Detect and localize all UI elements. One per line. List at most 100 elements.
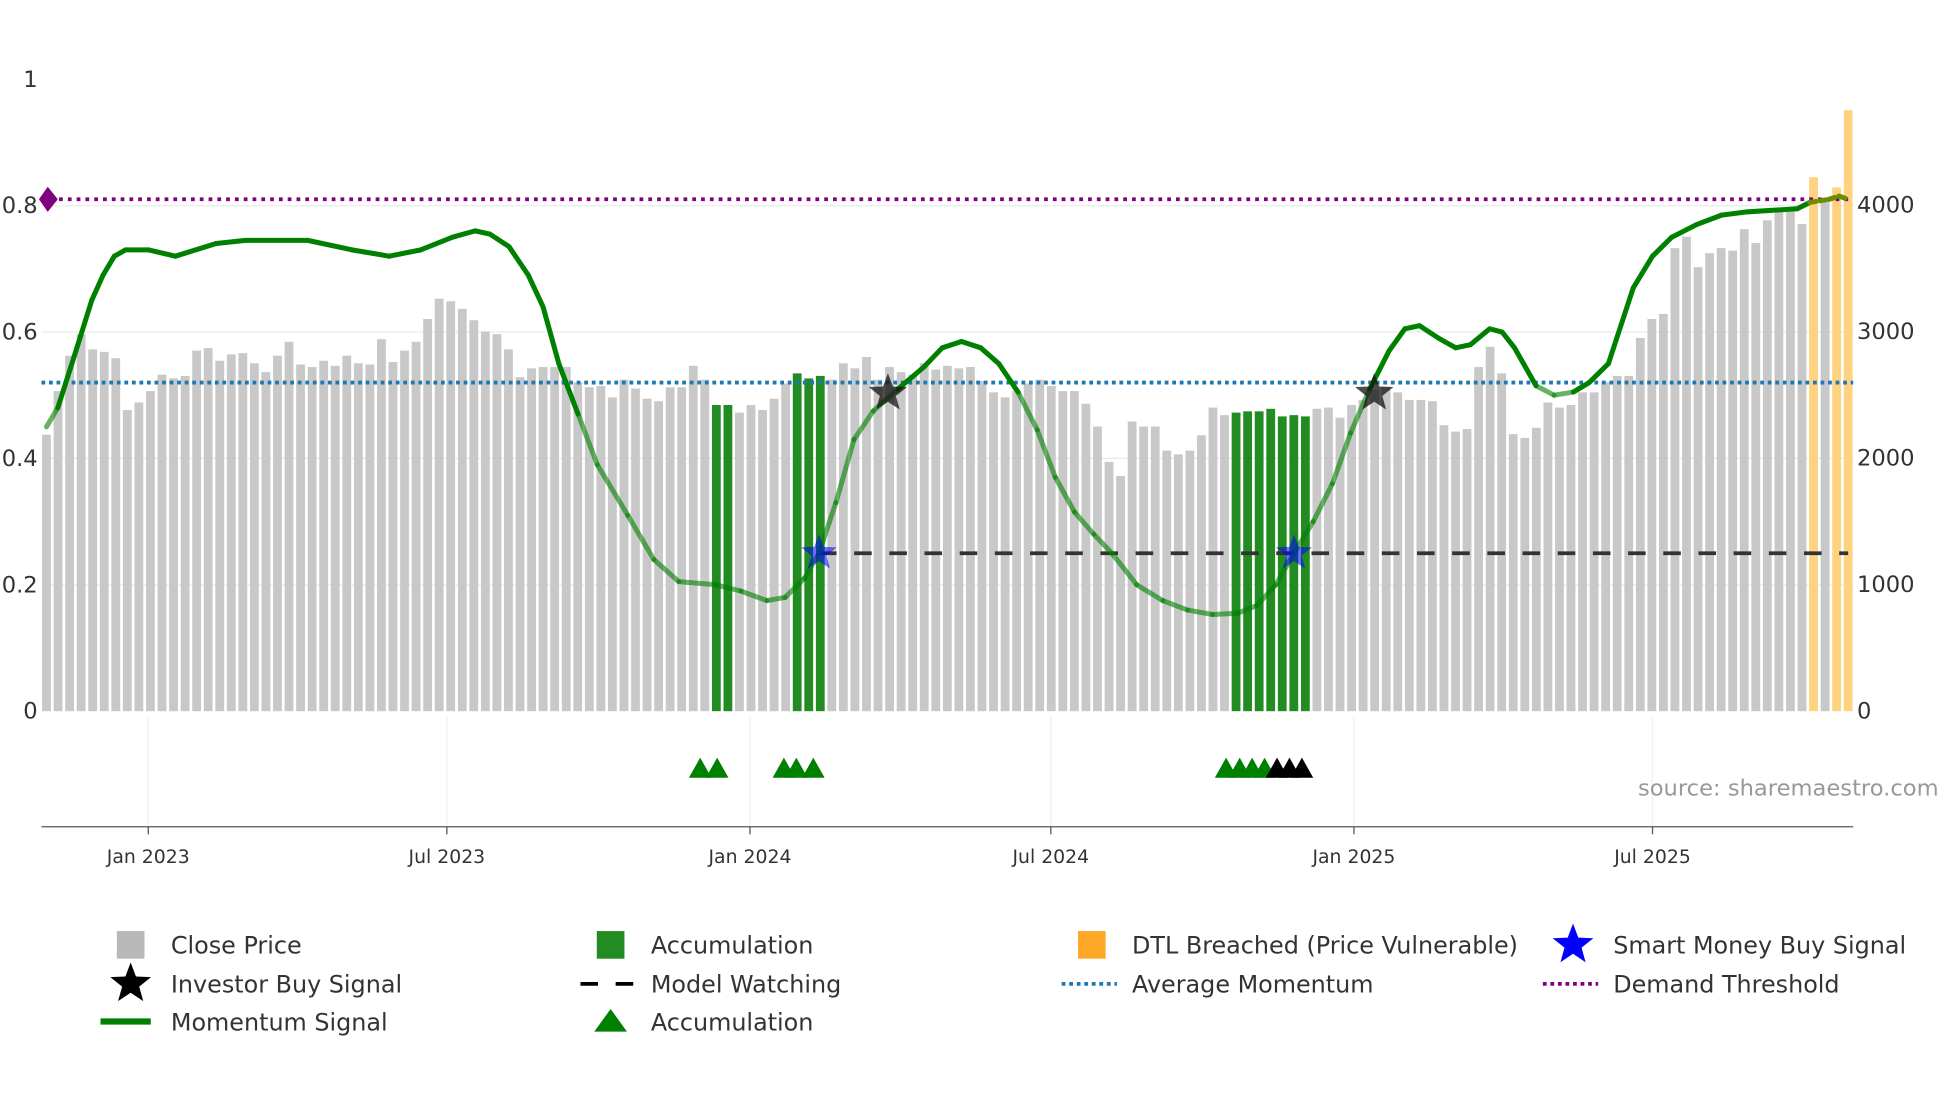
close-price-bar: [1820, 201, 1830, 712]
close-price-bar: [249, 363, 259, 712]
close-price-bar: [388, 361, 398, 712]
momentum-signal-segment: [625, 512, 657, 563]
close-price-bar: [1693, 267, 1703, 712]
close-price-bar: [342, 355, 352, 712]
smart-money-buy-star-icon: [1276, 534, 1312, 569]
momentum-signal-segment: [73, 297, 95, 354]
close-price-bar: [1081, 403, 1091, 712]
close-price-bar: [735, 412, 744, 712]
accumulation-triangle-icon: [802, 757, 825, 778]
close-price-bar: [561, 367, 571, 712]
legend-smart-money-star-icon: [1552, 923, 1594, 963]
close-price-bar: [1670, 248, 1680, 712]
accumulation-bar: [1254, 411, 1264, 712]
left-y-tick-label: 1: [23, 67, 37, 93]
momentum-signal-segment: [1586, 361, 1611, 386]
legend-label: Accumulation: [651, 932, 814, 960]
accumulation-triangle-icon: [688, 757, 712, 778]
close-price-bar: [1543, 402, 1553, 712]
x-tick-label: Jul 2025: [1613, 847, 1691, 868]
close-price-bar: [365, 364, 375, 712]
momentum-signal-segment: [676, 579, 719, 588]
close-price-bar: [1173, 454, 1183, 712]
close-price-bar: [1324, 407, 1333, 712]
investor-buy-star-icon: [1355, 373, 1394, 410]
momentum-signal-segment: [996, 361, 1021, 395]
momentum-signal-segment: [55, 348, 79, 411]
momentum-signal-segment: [782, 575, 807, 600]
accumulation-bar: [1289, 415, 1299, 712]
close-price-bar: [1762, 220, 1772, 712]
close-price-bar: [492, 334, 502, 712]
momentum-signal-segment: [1386, 326, 1408, 354]
left-y-tick-label: 0: [23, 699, 37, 725]
x-tick-label: Jan 2025: [1311, 847, 1395, 868]
legend-label: Average Momentum: [1132, 971, 1374, 999]
dtl-breached-bar: [1843, 110, 1853, 712]
accumulation-bar: [804, 378, 814, 712]
momentum-signal-segment: [145, 247, 178, 259]
close-price-bar: [1162, 450, 1172, 712]
close-price-bar: [665, 387, 675, 712]
close-price-bar: [700, 379, 710, 712]
momentum-signal-segment: [1134, 582, 1166, 604]
axes: 0 0.2 0.4 0.6 0.8 1 0 1000 2000 3000 4000 Jan 2023 J…: [2, 67, 1915, 868]
momentum-signal-segment: [213, 237, 249, 247]
close-price-bar: [1797, 224, 1807, 712]
x-tick-label: Jul 2023: [408, 847, 486, 868]
x-tick-label: Jan 2024: [708, 847, 792, 868]
momentum-signal-segment: [1694, 212, 1725, 228]
close-price-bar: [1601, 382, 1611, 712]
close-price-bar: [1658, 313, 1668, 712]
momentum-signal-segment: [487, 231, 512, 250]
momentum-signal-segment: [575, 411, 600, 468]
close-price-bar: [1474, 367, 1483, 712]
close-price-bar: [781, 383, 791, 712]
close-price-bar: [1335, 417, 1345, 712]
close-price-bar: [296, 364, 305, 712]
momentum-signal-segment: [1570, 380, 1592, 395]
close-price-bar: [1751, 243, 1761, 712]
momentum-signal-segment: [1512, 345, 1539, 389]
close-price-bar: [146, 391, 155, 712]
close-price-bar: [642, 398, 652, 712]
momentum-signal-segment: [1467, 326, 1493, 348]
close-price-bar: [42, 434, 51, 712]
close-price-bar: [758, 410, 767, 712]
close-price-bar: [1716, 248, 1726, 712]
close-price-bar: [330, 365, 340, 712]
close-price-bar: [573, 382, 583, 712]
close-price-bar: [769, 398, 779, 712]
close-price-bar: [619, 379, 629, 712]
momentum-signal-segment: [1091, 531, 1115, 556]
close-price-bar: [515, 377, 525, 712]
momentum-signal-segment: [349, 247, 392, 259]
legend-investor-star-icon: [110, 962, 152, 1002]
close-price-bar: [65, 355, 74, 712]
momentum-signal-segment: [1718, 209, 1749, 218]
accumulation-bar: [1243, 411, 1253, 712]
momentum-signal-segment: [1234, 603, 1260, 616]
legend-label: Momentum Signal: [171, 1008, 388, 1036]
close-price-bar: [688, 365, 698, 712]
momentum-signal-segment: [305, 237, 355, 253]
close-price-bar: [1012, 391, 1022, 712]
legend-dtl-swatch: [1078, 931, 1106, 959]
close-price-bar: [284, 341, 294, 712]
close-price-bar: [1093, 426, 1102, 712]
momentum-signal-segment: [100, 253, 117, 278]
signal-markers: [688, 373, 1394, 778]
close-price-bar: [527, 368, 536, 712]
momentum-signal-segment: [1310, 481, 1335, 525]
momentum-signal-segment: [1185, 607, 1216, 618]
close-price-bar: [608, 397, 617, 712]
close-price-bar: [122, 410, 132, 712]
momentum-signal-segment: [506, 244, 531, 278]
close-price-bar: [1739, 229, 1749, 712]
close-price-bar: [88, 349, 98, 712]
close-price-bar: [896, 372, 906, 712]
legend-close-price-swatch: [116, 931, 145, 959]
momentum-signal-segment: [1605, 285, 1636, 367]
close-price-bar: [677, 387, 687, 712]
